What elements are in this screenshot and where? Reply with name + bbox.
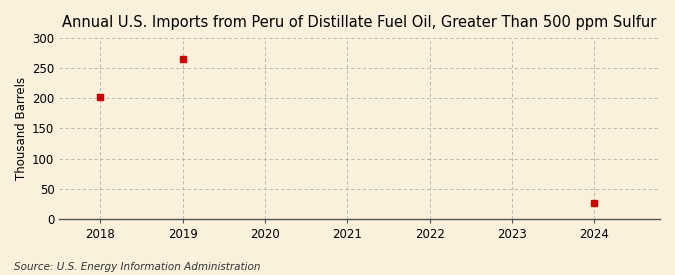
Y-axis label: Thousand Barrels: Thousand Barrels	[15, 77, 28, 180]
Text: Source: U.S. Energy Information Administration: Source: U.S. Energy Information Administ…	[14, 262, 260, 272]
Title: Annual U.S. Imports from Peru of Distillate Fuel Oil, Greater Than 500 ppm Sulfu: Annual U.S. Imports from Peru of Distill…	[63, 15, 657, 30]
